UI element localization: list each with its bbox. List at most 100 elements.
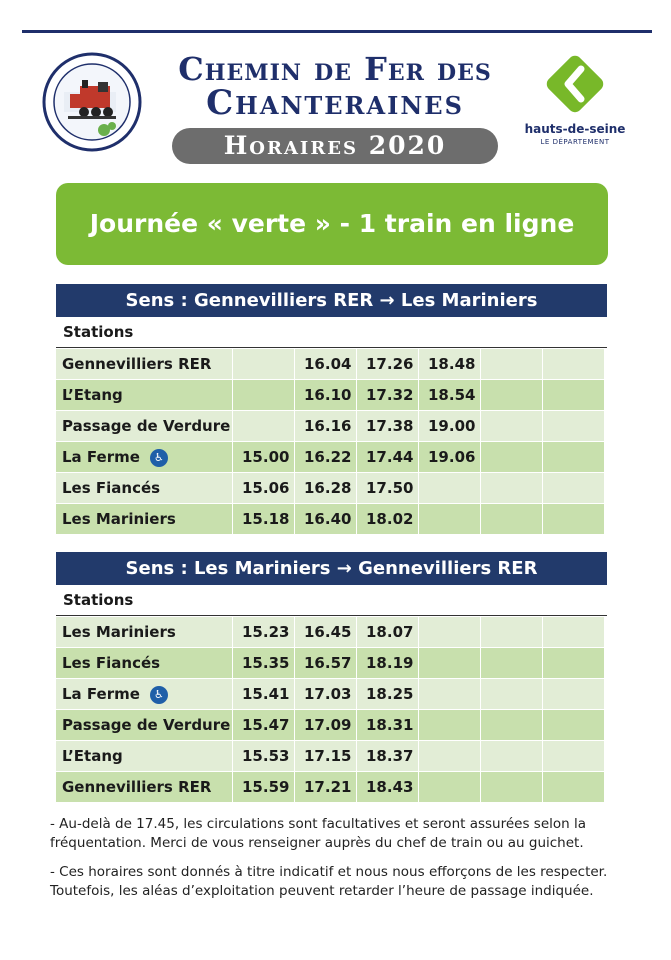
departure-time: 15.35 xyxy=(233,648,294,678)
hauts-de-seine-logo xyxy=(546,55,604,113)
table-row: Passage de Verdure 16.16 17.38 19.00 xyxy=(56,411,607,441)
departure-time: 16.04 xyxy=(295,349,356,379)
stations-label: Stations xyxy=(56,317,607,348)
station-name: La Ferme ♿ xyxy=(56,442,232,472)
departure-time: 16.16 xyxy=(295,411,356,441)
departure-time: 16.57 xyxy=(295,648,356,678)
station-name-text: Les Fiancés xyxy=(62,654,161,672)
table-row: Les Mariniers 15.18 16.40 18.02 xyxy=(56,504,607,534)
departure-time: 15.23 xyxy=(233,617,294,647)
departure-time xyxy=(481,411,542,441)
station-name-text: La Ferme xyxy=(62,685,140,703)
departure-time: 16.28 xyxy=(295,473,356,503)
station-name-text: Les Fiancés xyxy=(62,479,161,497)
departure-time: 18.43 xyxy=(357,772,418,802)
departure-time xyxy=(543,349,604,379)
partner-logo: hauts-de-seine LE DÉPARTEMENT xyxy=(520,50,630,160)
return-schedule: Sens : Les Mariniers → Gennevilliers RER… xyxy=(56,552,607,802)
station-name-text: L’Etang xyxy=(62,386,123,404)
station-name: Passage de Verdure xyxy=(56,710,232,740)
station-name-text: Passage de Verdure xyxy=(62,417,231,435)
partner-name: hauts-de-seine xyxy=(524,122,626,136)
departure-time: 17.15 xyxy=(295,741,356,771)
station-name: L’Etang xyxy=(56,380,232,410)
year-subtitle: Horaires 2020 xyxy=(172,128,498,164)
table-row: L’Etang 16.10 17.32 18.54 xyxy=(56,380,607,410)
departure-time xyxy=(543,380,604,410)
title-line-1: Chemin de Fer des xyxy=(178,50,492,88)
departure-time: 17.38 xyxy=(357,411,418,441)
departure-time xyxy=(481,710,542,740)
table-row: Gennevilliers RER 16.04 17.26 18.48 xyxy=(56,349,607,379)
wheelchair-icon: ♿ xyxy=(149,685,168,704)
railway-logo xyxy=(42,52,142,152)
departure-time xyxy=(419,648,480,678)
station-name-text: Gennevilliers RER xyxy=(62,778,212,796)
departure-time xyxy=(419,473,480,503)
departure-time: 19.00 xyxy=(419,411,480,441)
departure-time: 18.02 xyxy=(357,504,418,534)
departure-time: 18.48 xyxy=(419,349,480,379)
return-heading: Sens : Les Mariniers → Gennevilliers RER xyxy=(56,552,607,585)
departure-time: 15.59 xyxy=(233,772,294,802)
note-1: - Au-delà de 17.45, les circulations son… xyxy=(50,816,587,851)
departure-time: 17.03 xyxy=(295,679,356,709)
departure-time xyxy=(233,380,294,410)
outbound-schedule: Sens : Gennevilliers RER → Les Mariniers… xyxy=(56,284,607,534)
departure-time xyxy=(543,741,604,771)
departure-time xyxy=(543,442,604,472)
departure-time xyxy=(481,349,542,379)
station-name-text: L’Etang xyxy=(62,747,123,765)
departure-time: 16.40 xyxy=(295,504,356,534)
station-name-text: Les Mariniers xyxy=(62,623,176,641)
departure-time xyxy=(543,679,604,709)
departure-time xyxy=(419,772,480,802)
departure-time: 18.54 xyxy=(419,380,480,410)
departure-time xyxy=(481,442,542,472)
page-title: Chemin de Fer des Chanteraines xyxy=(160,52,510,120)
departure-time: 15.53 xyxy=(233,741,294,771)
departure-time: 17.09 xyxy=(295,710,356,740)
station-name: Gennevilliers RER xyxy=(56,772,232,802)
table-row: Les Mariniers 15.23 16.45 18.07 xyxy=(56,617,607,647)
departure-time xyxy=(543,617,604,647)
station-name: Les Mariniers xyxy=(56,617,232,647)
departure-time: 18.19 xyxy=(357,648,418,678)
departure-time: 17.32 xyxy=(357,380,418,410)
departure-time xyxy=(481,741,542,771)
station-name: L’Etang xyxy=(56,741,232,771)
outbound-heading: Sens : Gennevilliers RER → Les Mariniers xyxy=(56,284,607,317)
departure-time: 16.22 xyxy=(295,442,356,472)
table-row: Les Fiancés 15.35 16.57 18.19 xyxy=(56,648,607,678)
wheelchair-icon: ♿ xyxy=(149,448,168,467)
departure-time xyxy=(481,679,542,709)
departure-time xyxy=(543,411,604,441)
station-name: Les Fiancés xyxy=(56,473,232,503)
table-row: La Ferme ♿ 15.41 17.03 18.25 xyxy=(56,679,607,709)
departure-time xyxy=(481,380,542,410)
station-name: Les Mariniers xyxy=(56,504,232,534)
departure-time: 15.06 xyxy=(233,473,294,503)
departure-time xyxy=(481,648,542,678)
table-row: L’Etang 15.53 17.15 18.37 xyxy=(56,741,607,771)
departure-time: 18.31 xyxy=(357,710,418,740)
departure-time xyxy=(481,504,542,534)
departure-time: 18.25 xyxy=(357,679,418,709)
station-name: La Ferme ♿ xyxy=(56,679,232,709)
departure-time: 15.18 xyxy=(233,504,294,534)
table-row: Les Fiancés 15.06 16.28 17.50 xyxy=(56,473,607,503)
departure-time xyxy=(419,679,480,709)
partner-subtitle: LE DÉPARTEMENT xyxy=(540,138,610,146)
departure-time xyxy=(543,772,604,802)
station-name-text: Les Mariniers xyxy=(62,510,176,528)
station-name-text: Passage de Verdure xyxy=(62,716,231,734)
departure-time: 15.41 xyxy=(233,679,294,709)
note-2: - Ces horaires sont donnés à titre indic… xyxy=(50,864,608,899)
return-rows: Les Mariniers 15.23 16.45 18.07 Les Fiancés 1… xyxy=(56,617,607,802)
title-line-2: Chanteraines xyxy=(206,83,464,123)
departure-time xyxy=(543,504,604,534)
station-name: Passage de Verdure xyxy=(56,411,232,441)
notes: - Au-delà de 17.45, les circulations son… xyxy=(50,815,630,911)
table-row: La Ferme ♿ 15.00 16.22 17.44 19.06 xyxy=(56,442,607,472)
departure-time xyxy=(419,741,480,771)
